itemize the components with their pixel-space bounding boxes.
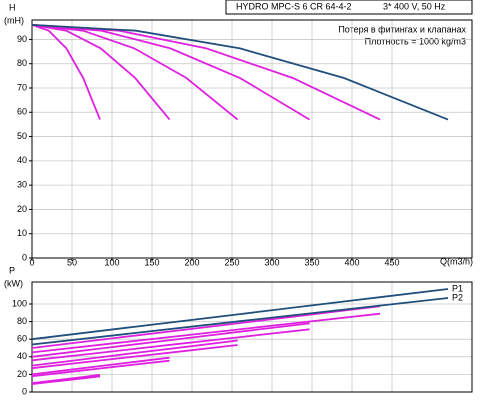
data-line [31, 359, 170, 378]
y-tick-label: 90 [17, 34, 27, 44]
x-tick-label: 150 [144, 257, 159, 267]
y-tick-label: 80 [17, 316, 27, 326]
data-line [31, 328, 310, 362]
plot-frame [31, 19, 473, 259]
y-tick-label: 40 [17, 351, 27, 361]
x-tick-label: 400 [344, 257, 359, 267]
y-tick-label: 10 [17, 228, 27, 238]
y-axis-label: P [9, 265, 15, 275]
y-tick-label: 80 [17, 58, 27, 68]
y-axis-unit: (mH) [4, 15, 24, 25]
data-line [31, 24, 449, 121]
y-axis-unit: (kW) [4, 278, 23, 288]
y-tick-label: 30 [17, 180, 27, 190]
data-line [31, 288, 449, 341]
x-tick-label: 50 [67, 257, 77, 267]
series-label: P2 [452, 292, 463, 302]
data-line [31, 322, 310, 358]
x-tick-label: 450 [384, 257, 399, 267]
data-line [31, 356, 170, 376]
annotation: Потеря в фитингах и клапанах [338, 24, 466, 34]
x-tick-label: 200 [184, 257, 199, 267]
x-tick-label: 100 [104, 257, 119, 267]
x-tick-label: 350 [304, 257, 319, 267]
data-line [31, 24, 171, 121]
plot-frame [31, 281, 473, 393]
data-line [31, 373, 101, 385]
y-tick-label: 20 [17, 369, 27, 379]
data-line [31, 297, 449, 346]
y-tick-label: 0 [22, 252, 27, 262]
x-tick-label: 300 [264, 257, 279, 267]
y-axis-label: H [9, 2, 16, 12]
header-box [225, 0, 473, 15]
data-line [31, 24, 101, 120]
y-tick-label: 60 [17, 107, 27, 117]
data-line [31, 305, 381, 349]
y-tick-label: 50 [17, 131, 27, 141]
data-line [31, 344, 238, 370]
y-tick-label: 0 [22, 386, 27, 396]
annotation: Плотность = 1000 kg/m3 [365, 36, 466, 46]
y-tick-label: 100 [12, 298, 27, 308]
data-line [31, 339, 238, 367]
y-tick-label: 60 [17, 334, 27, 344]
x-tick-label: 0 [29, 257, 34, 267]
data-line [31, 24, 239, 121]
chart-title: HYDRO MPC-S 6 CR 64-4-2 [236, 1, 352, 11]
y-tick-label: 70 [17, 82, 27, 92]
y-tick-label: 40 [17, 155, 27, 165]
x-axis-label: Q(m3/h) [440, 256, 473, 266]
data-line [31, 312, 381, 354]
series-label: P1 [452, 283, 463, 293]
chart-subtitle: 3* 400 V, 50 Hz [383, 1, 446, 11]
data-line [31, 375, 101, 385]
x-tick-label: 250 [224, 257, 239, 267]
y-tick-label: 20 [17, 204, 27, 214]
